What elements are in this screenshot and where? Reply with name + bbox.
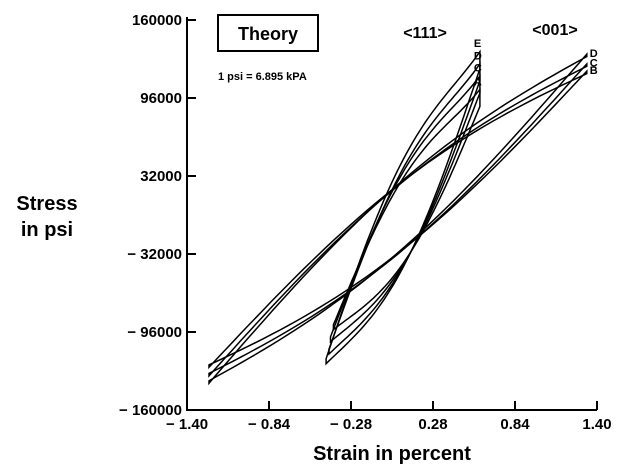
group-label-001: <001> bbox=[532, 22, 577, 39]
y-ticks: 160000 96000 32000 − 32000 − 96000 − 160000 bbox=[119, 12, 196, 419]
curve-letter-001-b: B bbox=[590, 65, 598, 77]
y-tick-label: 160000 bbox=[132, 12, 182, 29]
group-label-111: <111> bbox=[403, 25, 447, 42]
theory-box bbox=[217, 14, 319, 52]
hysteresis-loop-001-c bbox=[208, 61, 588, 378]
x-tick-label: 0.84 bbox=[500, 416, 530, 433]
hysteresis-loop-111-c bbox=[329, 73, 481, 344]
y-axis-title-line1: Stress bbox=[16, 193, 77, 215]
curve-letter-111-a: A bbox=[474, 76, 482, 88]
y-tick-label: − 32000 bbox=[127, 246, 182, 263]
x-tick-label: − 1.40 bbox=[166, 416, 208, 433]
axes bbox=[186, 17, 597, 411]
curve-letter-111-c: C bbox=[474, 63, 482, 75]
x-tick-label: − 0.28 bbox=[330, 416, 372, 433]
curve-letter-111-d: D bbox=[474, 50, 482, 62]
chart-title: Theory bbox=[238, 24, 298, 44]
y-axis-title-line2: in psi bbox=[21, 219, 73, 241]
hysteresis-loop-111-d bbox=[328, 61, 481, 356]
hysteresis-loop-111-a bbox=[332, 87, 481, 332]
curve-letter-111-e: E bbox=[474, 38, 481, 50]
hysteresis-loops bbox=[208, 49, 588, 386]
x-tick-label: 0.28 bbox=[418, 416, 447, 433]
y-tick-label: − 160000 bbox=[119, 402, 182, 419]
hysteresis-loop-001-d bbox=[208, 52, 588, 386]
x-ticks: − 1.40 − 0.84 − 0.28 0.28 0.84 1.40 bbox=[166, 401, 612, 433]
hysteresis-loop-111-e bbox=[325, 49, 481, 366]
x-tick-label: 1.40 bbox=[582, 416, 611, 433]
y-tick-label: − 96000 bbox=[127, 324, 182, 341]
x-tick-label: − 0.84 bbox=[248, 416, 291, 433]
curve-letter-001-c: C bbox=[590, 58, 598, 70]
unit-note: 1 psi = 6.895 kPA bbox=[218, 71, 307, 83]
x-axis-title: Strain in percent bbox=[313, 443, 471, 465]
hysteresis-loop-001-b bbox=[208, 69, 588, 370]
y-tick-label: 32000 bbox=[140, 168, 182, 185]
curve-letter-001-d: D bbox=[590, 48, 598, 60]
y-tick-label: 96000 bbox=[140, 90, 182, 107]
